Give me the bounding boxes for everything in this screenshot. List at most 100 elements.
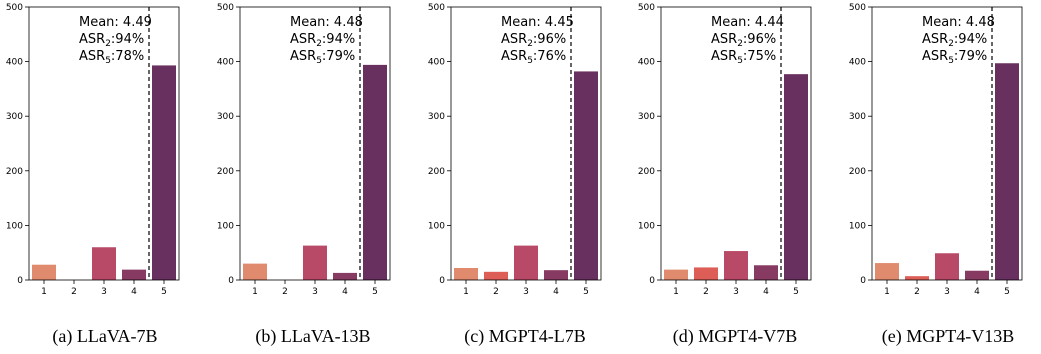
asr2-annotation: ASR2:94% [922, 32, 987, 49]
panel-5: 0 100 200 300 400 500 1 2 3 4 5 Mean: 4.48 ASR2:94%A… [849, 3, 1023, 347]
y-tick-label: 400 [849, 58, 866, 68]
asr2-annotation: ASR2:96% [711, 32, 776, 49]
y-tick-label: 0 [17, 276, 23, 286]
x-tick-label: 1 [463, 287, 469, 297]
x-tick-label: 1 [252, 287, 258, 297]
bar-1 [875, 263, 899, 280]
panel-caption: (b) LLaVA-13B [255, 326, 370, 347]
x-tick-label: 3 [733, 287, 739, 297]
x-tick-label: 2 [703, 287, 709, 297]
y-tick-label: 400 [428, 58, 445, 68]
y-tick-label: 400 [638, 58, 655, 68]
panel-3: 0 100 200 300 400 500 1 2 3 4 5 Mean: 4.45 ASR2:96%A… [428, 3, 602, 347]
asr5-annotation: ASR5:79% [290, 49, 355, 66]
y-tick-label: 200 [849, 167, 866, 177]
mean-annotation: Mean: 4.48 [290, 15, 363, 30]
y-tick-label: 200 [217, 167, 234, 177]
bar-2 [484, 271, 508, 280]
bar-1 [32, 264, 56, 280]
asr2-annotation: ASR2:94% [290, 32, 355, 49]
bar-3 [514, 245, 538, 280]
bar-5 [995, 63, 1019, 280]
y-tick-label: 100 [849, 221, 866, 231]
panel-4: 0 100 200 300 400 500 1 2 3 4 5 Mean: 4.44 ASR2:96%A… [638, 3, 812, 347]
mean-annotation: Mean: 4.48 [922, 15, 995, 30]
y-tick-label: 200 [638, 167, 655, 177]
x-tick-label: 3 [523, 287, 529, 297]
asr5-annotation: ASR5:78% [79, 49, 144, 66]
bar-2 [694, 267, 718, 280]
asr2-annotation: ASR2:96% [501, 32, 566, 49]
x-tick-label: 2 [71, 287, 77, 297]
bar-3 [724, 251, 748, 280]
bar-3 [935, 253, 959, 280]
y-tick-label: 400 [217, 58, 234, 68]
y-tick-label: 0 [649, 276, 655, 286]
y-tick-label: 0 [228, 276, 234, 286]
y-tick-label: 100 [6, 221, 23, 231]
panel-caption: (e) MGPT4-V13B [882, 326, 1015, 347]
x-tick-label: 2 [493, 287, 499, 297]
bar-3 [92, 247, 116, 280]
y-tick-label: 200 [6, 167, 23, 177]
panel-caption: (a) LLaVA-7B [52, 326, 157, 347]
bar-5 [152, 65, 176, 280]
x-tick-label: 5 [372, 287, 378, 297]
x-tick-label: 5 [793, 287, 799, 297]
y-tick-label: 400 [6, 58, 23, 68]
y-tick-label: 500 [217, 3, 234, 13]
bar-1 [243, 263, 267, 280]
bar-4 [333, 272, 357, 280]
panel-caption: (c) MGPT4-L7B [464, 326, 585, 347]
y-tick-label: 300 [638, 112, 655, 122]
asr2-annotation: ASR2:94% [79, 32, 144, 49]
x-tick-label: 5 [1004, 287, 1010, 297]
x-tick-label: 1 [884, 287, 890, 297]
bar-5 [574, 71, 598, 281]
x-tick-label: 2 [282, 287, 288, 297]
y-tick-label: 100 [638, 221, 655, 231]
panel-1: 0 100 200 300 400 500 1 2 3 4 5 Mean: 4.49 ASR2:94%A… [6, 3, 180, 347]
x-tick-label: 5 [161, 287, 167, 297]
panel-2: 0 100 200 300 400 500 1 2 3 4 5 Mean: 4.48 ASR2:94%A… [217, 3, 391, 347]
y-tick-label: 100 [217, 221, 234, 231]
y-tick-label: 0 [860, 276, 866, 286]
x-tick-label: 1 [41, 287, 47, 297]
asr5-annotation: ASR5:76% [501, 49, 566, 66]
asr5-annotation: ASR5:79% [922, 49, 987, 66]
x-tick-label: 4 [342, 287, 348, 297]
x-tick-label: 5 [583, 287, 589, 297]
asr5-annotation: ASR5:75% [711, 49, 776, 66]
y-tick-label: 0 [439, 276, 445, 286]
bar-4 [544, 270, 568, 280]
panel-caption: (d) MGPT4-V7B [673, 326, 798, 347]
y-tick-label: 300 [428, 112, 445, 122]
y-tick-label: 500 [6, 3, 23, 13]
y-tick-label: 500 [849, 3, 866, 13]
bar-2 [905, 276, 929, 280]
x-tick-label: 4 [553, 287, 559, 297]
x-tick-label: 4 [131, 287, 137, 297]
y-tick-label: 300 [849, 112, 866, 122]
y-tick-label: 500 [428, 3, 445, 13]
x-tick-label: 4 [763, 287, 769, 297]
bar-4 [965, 270, 989, 280]
mean-annotation: Mean: 4.44 [711, 15, 784, 30]
x-tick-label: 4 [974, 287, 980, 297]
y-tick-label: 200 [428, 167, 445, 177]
bar-5 [784, 74, 808, 280]
bar-5 [363, 64, 387, 280]
y-tick-label: 100 [428, 221, 445, 231]
x-tick-label: 3 [944, 287, 950, 297]
x-tick-label: 2 [914, 287, 920, 297]
bar-4 [122, 269, 146, 280]
mean-annotation: Mean: 4.49 [79, 15, 152, 30]
x-tick-label: 3 [312, 287, 318, 297]
bar-4 [754, 265, 778, 280]
bar-1 [664, 269, 688, 280]
x-tick-label: 1 [673, 287, 679, 297]
x-tick-label: 3 [101, 287, 107, 297]
y-tick-label: 300 [6, 112, 23, 122]
bar-1 [454, 267, 478, 280]
y-tick-label: 300 [217, 112, 234, 122]
